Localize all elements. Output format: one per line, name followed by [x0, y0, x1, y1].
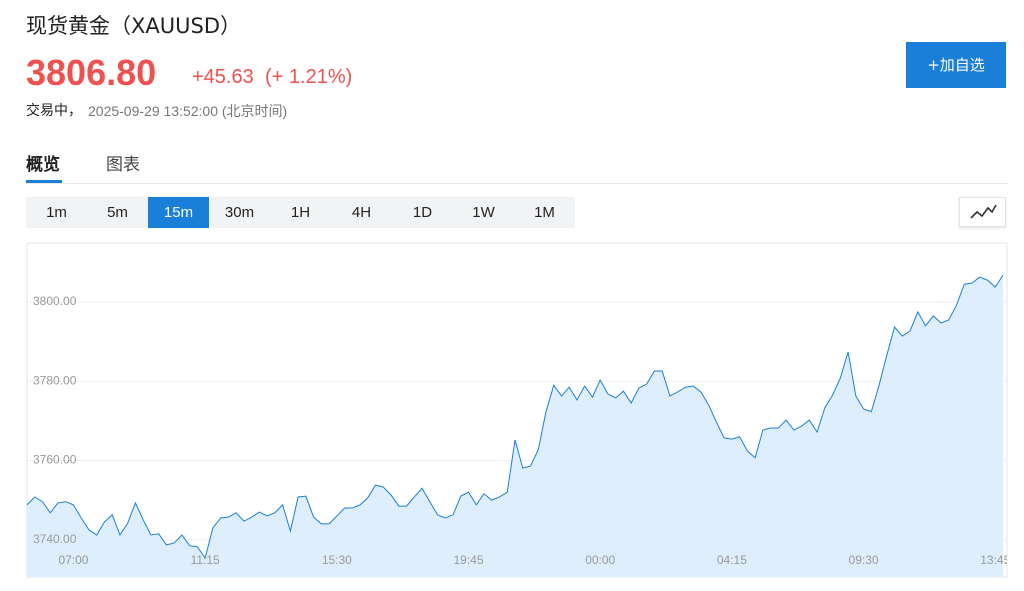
x-tick-label: 13:45: [980, 553, 1010, 567]
interval-button[interactable]: 1H: [290, 204, 311, 221]
tab[interactable]: 图表: [106, 155, 140, 175]
x-tick-label: 00:00: [585, 553, 615, 567]
x-tick-label: 07:00: [58, 553, 88, 567]
y-tick-label: 3740.00: [33, 532, 77, 546]
x-tick-label: 09:30: [849, 553, 879, 567]
y-tick-label: 3780.00: [33, 373, 77, 387]
timestamp: 2025-09-29 13:52:00 (北京时间): [88, 103, 288, 119]
chart-style-button[interactable]: [959, 197, 1006, 227]
interval-button[interactable]: 1W: [472, 204, 495, 221]
watch-button[interactable]: +加自选: [906, 42, 1006, 88]
x-tick-label: 19:45: [454, 553, 484, 567]
interval-button[interactable]: 1M: [534, 204, 555, 221]
interval-button[interactable]: 5m: [107, 204, 128, 221]
line-icon: [970, 204, 997, 219]
tab[interactable]: 概览: [26, 155, 60, 175]
price-change-percent: (+ 1.21%): [265, 66, 353, 88]
price: 3806.80: [26, 52, 157, 93]
interval-button[interactable]: 1m: [46, 204, 67, 221]
status: 交易中，: [26, 103, 82, 119]
y-tick-label: 3800.00: [33, 294, 77, 308]
price-change: +45.63: [192, 66, 254, 88]
tab-indicator: [26, 180, 62, 183]
y-tick-label: 3760.00: [33, 453, 77, 467]
title: 现货黄金（XAUUSD）: [26, 14, 241, 38]
interval-button[interactable]: 30m: [224, 204, 255, 221]
interval-button[interactable]: 15m: [148, 197, 209, 228]
interval-button[interactable]: 1D: [412, 204, 433, 221]
x-tick-label: 15:30: [322, 553, 352, 567]
x-tick-label: 04:15: [717, 553, 747, 567]
interval-group: 1m 5m 15m 30m 1H 4H 1D 1W 1M: [26, 197, 575, 228]
area: [27, 275, 1003, 577]
divider: [26, 183, 1008, 184]
interval-button[interactable]: 4H: [351, 204, 372, 221]
price-line: [26, 274, 1004, 560]
x-tick-label: 11:15: [191, 553, 220, 567]
